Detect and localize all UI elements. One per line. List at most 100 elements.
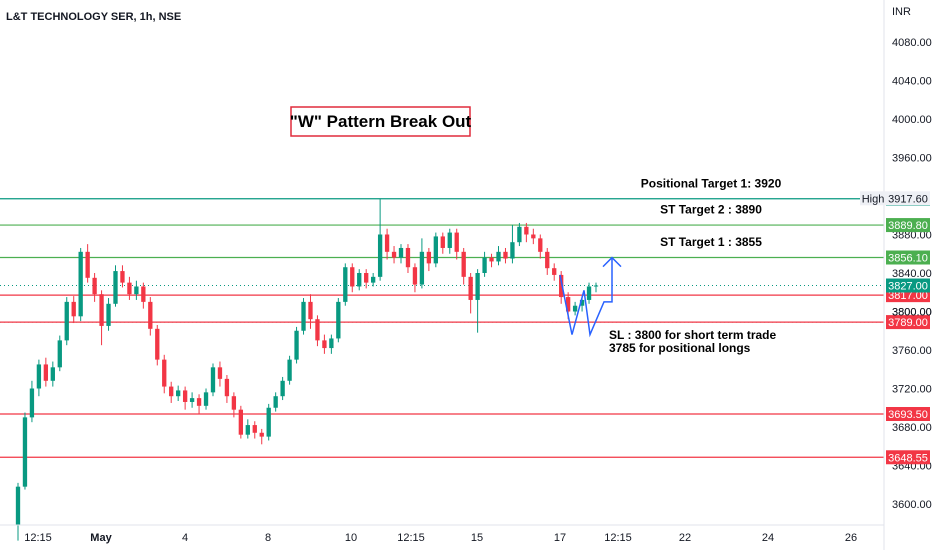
x-tick-label: 26 (845, 532, 857, 544)
w-pattern-line (559, 257, 613, 338)
candle-body (482, 257, 487, 273)
candle-body (36, 364, 42, 389)
x-tick-label: 10 (345, 532, 357, 544)
x-tick-label: 12:15 (604, 532, 632, 544)
candle-body (189, 398, 195, 402)
high-price-tag (886, 191, 930, 206)
candle-body (259, 432, 264, 437)
candle-body (579, 299, 585, 306)
candle-body (162, 359, 167, 387)
candle-body (22, 417, 28, 487)
candle-body (210, 367, 216, 393)
level-price-label: 3693.50 (888, 409, 928, 421)
candle-body (15, 486, 21, 526)
high-name-label: High (862, 193, 885, 205)
stop-loss-note: 3785 for positional longs (609, 341, 751, 355)
candle-body (217, 367, 223, 379)
candle-body (426, 251, 432, 264)
candle-body (315, 319, 320, 341)
candle-body (287, 359, 292, 381)
candle-body (78, 251, 83, 317)
level-price-tag (886, 218, 930, 233)
candle-body (57, 340, 62, 368)
level-price-label: 3889.80 (888, 220, 928, 232)
candle-body (503, 251, 508, 259)
candle-body (169, 386, 174, 397)
candle-body (496, 251, 501, 262)
candle-body (433, 236, 438, 264)
candle-body (106, 303, 111, 326)
candle-body (141, 286, 146, 302)
last-price-label: 3827.00 (888, 281, 928, 293)
candle-body (461, 251, 466, 277)
candle-body (155, 328, 160, 360)
candle-body (238, 409, 244, 435)
level-price-tag (886, 450, 930, 465)
target-annotation: ST Target 1 : 3855 (660, 235, 762, 249)
candle-body (329, 338, 334, 349)
candle-body (113, 271, 118, 304)
candle-body (92, 277, 97, 295)
y-tick-label: 3720.00 (892, 384, 932, 396)
candle-body (99, 294, 104, 326)
candle-body (64, 301, 69, 341)
candle-body (364, 273, 369, 283)
candle-body (454, 232, 459, 252)
axis-price-label: 3800.00 (892, 307, 932, 319)
x-tick-label: 24 (762, 532, 774, 544)
candle-body (336, 301, 341, 339)
y-tick-label: 3960.00 (892, 153, 932, 165)
y-tick-label: 3600.00 (892, 499, 932, 511)
level-price-tag (886, 407, 930, 422)
candle-body (224, 378, 230, 397)
candle-body (475, 273, 480, 300)
stop-loss-note: SL : 3800 for short term trade (609, 328, 776, 342)
candle-body (538, 238, 543, 252)
y-tick-label: 4080.00 (892, 37, 932, 49)
candle-body (85, 251, 90, 278)
candle-body (357, 273, 362, 287)
x-tick-label: 12:15 (24, 532, 52, 544)
target-annotation: Positional Target 1: 3920 (641, 176, 782, 190)
y-tick-label: 4040.00 (892, 76, 932, 88)
candle-body (273, 396, 278, 408)
candle-body (134, 286, 139, 295)
level-price-label: 3817.00 (888, 290, 928, 302)
ticker-label: L&T TECHNOLOGY SER, 1h, NSE (6, 11, 181, 23)
candle-body (350, 267, 355, 287)
level-price-label: 3856.10 (888, 253, 928, 265)
candle-body (29, 388, 35, 418)
candle-body (176, 390, 181, 397)
candle-body (43, 364, 49, 381)
candle-body (71, 301, 76, 317)
candle-body (245, 425, 250, 435)
y-tick-label: 3880.00 (892, 230, 932, 242)
candle-body (127, 282, 132, 295)
candle-body (524, 226, 529, 235)
level-price-tag (886, 315, 930, 330)
target-annotation: ST Target 2 : 3890 (660, 202, 762, 216)
candle-body (370, 276, 376, 283)
candle-body (552, 268, 557, 275)
x-tick-label: 17 (554, 532, 566, 544)
candle-body (294, 330, 299, 360)
candle-body (391, 251, 397, 258)
candle-body (398, 247, 404, 258)
candle-body (468, 276, 473, 300)
candle-body (405, 247, 411, 268)
candle-body (440, 236, 445, 248)
candle-body (322, 340, 327, 349)
candle-body (203, 392, 209, 406)
candle-body (308, 301, 313, 320)
candle-body (572, 305, 578, 312)
candle-body (196, 398, 202, 406)
level-price-tag (886, 250, 930, 265)
candle-body (148, 301, 153, 329)
candle-body (593, 285, 599, 287)
x-tick-label: 8 (265, 532, 271, 544)
candle-body (489, 257, 494, 262)
candle-body (266, 407, 271, 437)
candle-body (419, 251, 425, 285)
